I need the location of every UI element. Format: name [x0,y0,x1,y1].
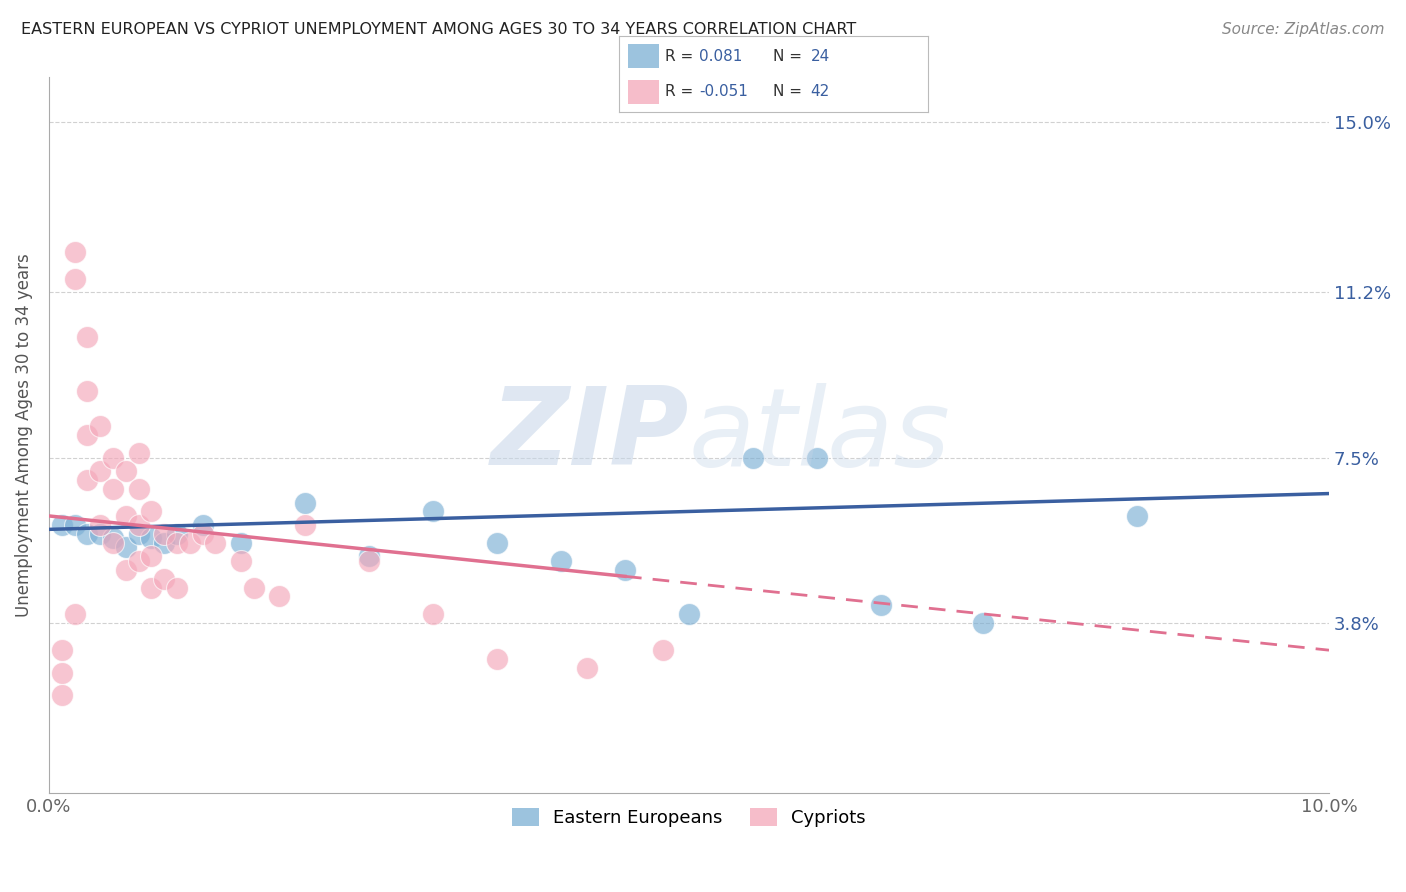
Point [204,535,226,549]
Point [128,482,150,496]
Point [652,643,675,657]
Point [806,450,828,465]
Point [89,464,111,478]
Point [229,535,252,549]
Point [485,652,508,666]
Point [166,526,188,541]
Point [179,535,201,549]
Point [485,535,508,549]
Point [294,495,316,509]
Text: N =: N = [773,84,807,99]
Point [114,541,136,555]
Point [51,517,73,532]
Text: ZIP: ZIP [491,383,689,489]
Point [114,464,136,478]
Point [1126,508,1149,523]
Text: Source: ZipAtlas.com: Source: ZipAtlas.com [1222,22,1385,37]
Legend: Eastern Europeans, Cypriots: Eastern Europeans, Cypriots [505,801,873,834]
Point [51,688,73,702]
Point [76,473,98,487]
Point [269,590,291,604]
Point [76,428,98,442]
Point [166,535,188,549]
Point [63,244,86,259]
Point [141,549,163,564]
Point [89,526,111,541]
Point [89,419,111,434]
Point [870,599,893,613]
Point [76,384,98,398]
Point [422,504,444,518]
Point [128,517,150,532]
Point [89,517,111,532]
Point [51,643,73,657]
Point [114,508,136,523]
Point [575,661,598,675]
Point [114,563,136,577]
Point [101,531,124,545]
Point [422,607,444,622]
Point [63,607,86,622]
Text: -0.051: -0.051 [699,84,748,99]
Point [357,549,380,564]
Point [191,517,214,532]
Point [166,581,188,595]
Point [101,450,124,465]
Point [153,526,176,541]
Point [128,446,150,460]
Bar [628,44,659,69]
Text: N =: N = [773,49,807,63]
Text: EASTERN EUROPEAN VS CYPRIOT UNEMPLOYMENT AMONG AGES 30 TO 34 YEARS CORRELATION C: EASTERN EUROPEAN VS CYPRIOT UNEMPLOYMENT… [21,22,856,37]
Point [614,563,637,577]
Point [51,665,73,680]
Point [128,554,150,568]
Y-axis label: Unemployment Among Ages 30 to 34 years: Unemployment Among Ages 30 to 34 years [15,253,32,617]
Point [153,535,176,549]
Point [141,504,163,518]
Bar [628,79,659,104]
Point [191,526,214,541]
Point [229,554,252,568]
Point [242,581,264,595]
Point [141,581,163,595]
Point [128,526,150,541]
Text: 42: 42 [810,84,830,99]
Text: R =: R = [665,49,699,63]
Point [153,572,176,586]
Text: atlas: atlas [689,383,950,488]
Point [550,554,572,568]
Point [101,482,124,496]
Point [678,607,700,622]
Point [141,531,163,545]
Point [76,330,98,344]
Point [63,272,86,286]
Text: 24: 24 [810,49,830,63]
Point [972,616,994,631]
Point [294,517,316,532]
Point [63,517,86,532]
Text: 0.081: 0.081 [699,49,742,63]
Text: R =: R = [665,84,699,99]
Point [357,554,380,568]
Point [101,535,124,549]
Point [76,526,98,541]
Point [742,450,765,465]
